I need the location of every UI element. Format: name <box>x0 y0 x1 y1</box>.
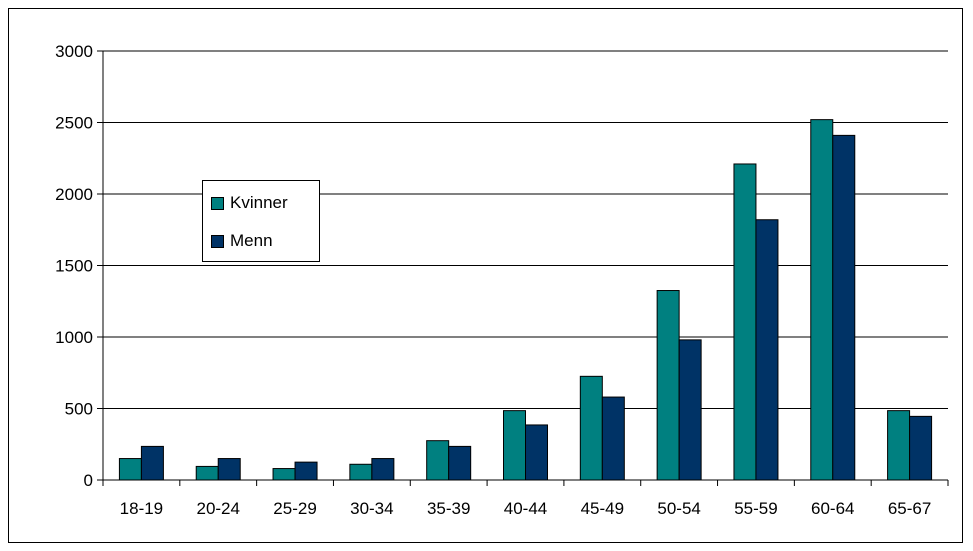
y-tick-label: 0 <box>84 471 93 490</box>
x-tick-label: 45-49 <box>581 499 624 518</box>
x-tick-label: 20-24 <box>196 499 239 518</box>
legend-item-kvinner: Kvinner <box>211 193 288 213</box>
x-tick-label: 55-59 <box>734 499 777 518</box>
bar-kvinner-20-24 <box>195 465 219 481</box>
bar-menn-20-24 <box>217 458 241 481</box>
bar-kvinner-60-64 <box>810 119 834 481</box>
legend-label-menn: Menn <box>230 231 273 250</box>
chart-frame <box>8 8 963 543</box>
bar-menn-35-39 <box>448 445 472 481</box>
legend-swatch-kvinner <box>211 196 224 210</box>
y-tick-label: 1500 <box>55 257 93 276</box>
legend-swatch-menn <box>211 234 224 248</box>
bar-kvinner-50-54 <box>656 290 680 481</box>
y-tick-label: 1000 <box>55 328 93 347</box>
x-tick-label: 18-19 <box>120 499 163 518</box>
legend-item-menn: Menn <box>211 231 273 251</box>
bar-menn-55-59 <box>755 219 779 481</box>
bar-menn-40-44 <box>525 424 548 481</box>
bar-kvinner-25-29 <box>272 468 296 481</box>
bar-kvinner-55-59 <box>733 163 757 481</box>
legend-label-kvinner: Kvinner <box>230 193 288 212</box>
x-tick-label: 60-64 <box>811 499 854 518</box>
y-tick-label: 2000 <box>55 185 93 204</box>
bar-kvinner-35-39 <box>426 440 450 481</box>
y-tick-label: 3000 <box>55 42 93 61</box>
bar-menn-60-64 <box>832 134 856 481</box>
bar-menn-25-29 <box>294 461 318 481</box>
x-tick-label: 65-67 <box>888 499 931 518</box>
bar-menn-45-49 <box>601 396 625 481</box>
bar-menn-18-19 <box>140 445 164 481</box>
legend: Kvinner Menn <box>202 180 320 262</box>
bar-menn-65-67 <box>909 415 933 481</box>
bar-kvinner-45-49 <box>579 375 603 481</box>
x-tick-label: 35-39 <box>427 499 470 518</box>
x-tick-label: 40-44 <box>504 499 547 518</box>
bar-kvinner-30-34 <box>349 463 373 481</box>
bar-menn-50-54 <box>678 339 702 481</box>
x-tick-label: 30-34 <box>350 499 393 518</box>
bar-kvinner-18-19 <box>118 458 142 481</box>
bar-kvinner-65-67 <box>887 410 911 481</box>
y-tick-label: 500 <box>65 400 93 419</box>
bar-menn-30-34 <box>371 458 395 481</box>
x-tick-label: 25-29 <box>273 499 316 518</box>
y-tick-label: 2500 <box>55 114 93 133</box>
bar-kvinner-40-44 <box>503 410 526 481</box>
x-tick-label: 50-54 <box>657 499 700 518</box>
